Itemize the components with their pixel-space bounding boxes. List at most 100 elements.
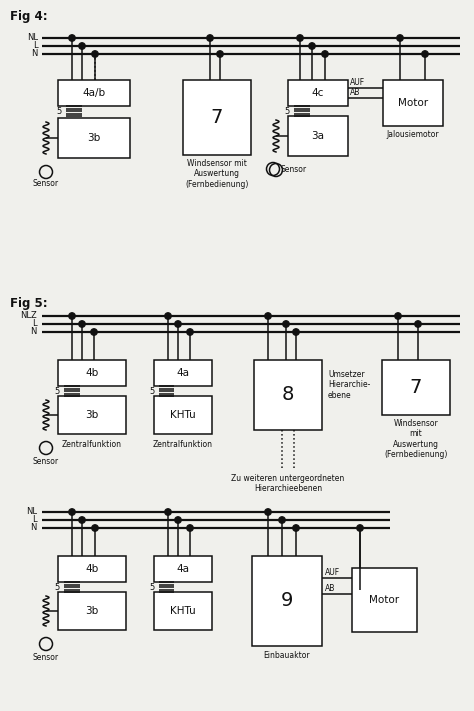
Bar [252, 556, 322, 646]
Text: N: N [32, 50, 38, 58]
Bar [183, 80, 251, 155]
Text: 3b: 3b [85, 410, 99, 420]
Circle shape [175, 321, 181, 327]
Bar [154, 592, 212, 630]
Circle shape [395, 313, 401, 319]
Bar [288, 80, 348, 106]
Circle shape [165, 509, 171, 515]
Text: 4c: 4c [312, 88, 324, 98]
Text: Fig 5:: Fig 5: [10, 297, 47, 310]
Bar [58, 556, 126, 582]
Text: 4a/b: 4a/b [82, 88, 106, 98]
Text: 4b: 4b [85, 368, 99, 378]
Text: Sensor: Sensor [33, 457, 59, 466]
Circle shape [91, 328, 97, 335]
Text: 3b: 3b [85, 606, 99, 616]
Text: NL: NL [27, 33, 38, 43]
Text: 5: 5 [55, 387, 60, 395]
Text: Windsensor mit
Auswertung
(Fernbedienung): Windsensor mit Auswertung (Fernbedienung… [185, 159, 249, 189]
Text: Sensor: Sensor [33, 179, 59, 188]
Circle shape [293, 525, 299, 531]
Circle shape [69, 35, 75, 41]
Bar [58, 396, 126, 434]
Circle shape [265, 509, 271, 515]
Text: 7: 7 [410, 378, 422, 397]
Text: Motor: Motor [398, 98, 428, 108]
Text: Zentralfunktion: Zentralfunktion [62, 440, 122, 449]
Text: Windsensor
mit
Auswertung
(Fernbedienung): Windsensor mit Auswertung (Fernbedienung… [384, 419, 447, 459]
Circle shape [279, 517, 285, 523]
Text: 3b: 3b [87, 133, 100, 143]
Text: 4a: 4a [176, 368, 190, 378]
Circle shape [165, 313, 171, 319]
Text: 5: 5 [55, 582, 60, 592]
Bar [58, 592, 126, 630]
Text: L: L [32, 319, 37, 328]
Text: Umsetzer
Hierarchie-
ebene: Umsetzer Hierarchie- ebene [328, 370, 370, 400]
Bar [288, 116, 348, 156]
Circle shape [92, 525, 98, 531]
Circle shape [187, 525, 193, 531]
Circle shape [322, 50, 328, 57]
Circle shape [397, 35, 403, 41]
Bar [58, 360, 126, 386]
Circle shape [69, 313, 75, 319]
Bar [154, 396, 212, 434]
Text: KHTu: KHTu [170, 410, 196, 420]
Circle shape [79, 43, 85, 49]
Text: Einbauaktor: Einbauaktor [264, 651, 310, 660]
Text: Sensor: Sensor [33, 653, 59, 663]
Bar [352, 568, 417, 632]
Circle shape [415, 321, 421, 327]
Circle shape [175, 517, 181, 523]
Bar [154, 360, 212, 386]
Circle shape [92, 50, 98, 57]
Text: KHTu: KHTu [170, 606, 196, 616]
Text: Motor: Motor [369, 595, 400, 605]
Text: AUF: AUF [325, 568, 340, 577]
Text: 8: 8 [282, 385, 294, 405]
Circle shape [79, 321, 85, 327]
Bar [58, 80, 130, 106]
Circle shape [297, 35, 303, 41]
Text: NL: NL [26, 508, 37, 516]
Text: AB: AB [325, 584, 336, 593]
Bar [383, 80, 443, 126]
Circle shape [187, 328, 193, 335]
Text: 5: 5 [150, 387, 155, 395]
Text: Jalousiemotor: Jalousiemotor [387, 130, 439, 139]
Text: 7: 7 [211, 108, 223, 127]
Text: 5: 5 [57, 107, 62, 115]
Circle shape [207, 35, 213, 41]
Circle shape [69, 509, 75, 515]
Circle shape [293, 328, 299, 335]
Circle shape [309, 43, 315, 49]
Bar [382, 360, 450, 415]
Circle shape [357, 525, 363, 531]
Text: L: L [32, 515, 37, 525]
Text: 9: 9 [281, 592, 293, 611]
Circle shape [283, 321, 289, 327]
Bar [154, 556, 212, 582]
Text: Sensor: Sensor [281, 164, 307, 173]
Text: Zentralfunktion: Zentralfunktion [153, 440, 213, 449]
Text: AUF: AUF [350, 78, 365, 87]
Text: N: N [31, 523, 37, 533]
Text: 3a: 3a [311, 131, 325, 141]
Bar [254, 360, 322, 430]
Text: 5: 5 [150, 582, 155, 592]
Circle shape [265, 313, 271, 319]
Text: Zu weiteren untergeordneten
Hierarchieebenen: Zu weiteren untergeordneten Hierarchieeb… [231, 474, 345, 493]
Text: 4a: 4a [176, 564, 190, 574]
Circle shape [79, 517, 85, 523]
Text: AB: AB [350, 88, 360, 97]
Text: L: L [33, 41, 38, 50]
Text: Fig 4:: Fig 4: [10, 10, 47, 23]
Text: 4b: 4b [85, 564, 99, 574]
Bar [58, 118, 130, 158]
Circle shape [217, 50, 223, 57]
Circle shape [422, 50, 428, 57]
Text: NLZ: NLZ [20, 311, 37, 321]
Text: 5: 5 [285, 107, 290, 115]
Text: N: N [31, 328, 37, 336]
